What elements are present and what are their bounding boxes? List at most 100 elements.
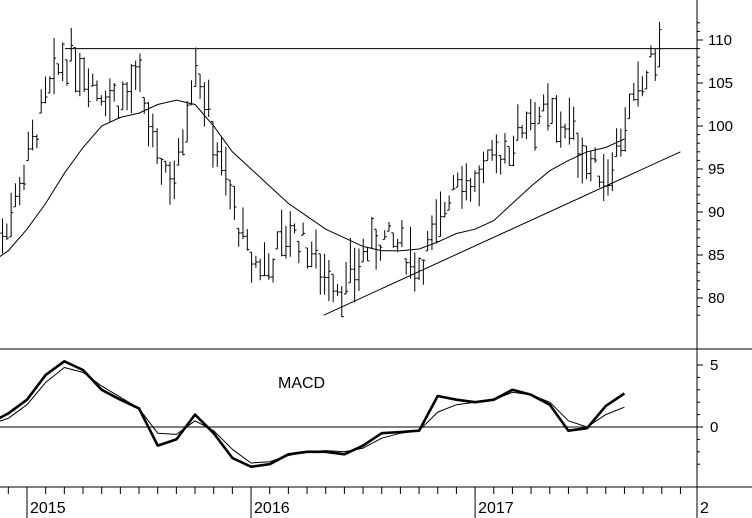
ohlc-bar (575, 132, 580, 178)
ohlc-bar (348, 237, 353, 284)
ohlc-bar (378, 244, 383, 261)
ohlc-bar (262, 242, 267, 277)
x-year-label: 2015 (30, 500, 66, 517)
ohlc-bar (451, 174, 456, 191)
ohlc-bar (120, 81, 125, 111)
price-y-tick-label: 80 (708, 290, 725, 307)
ohlc-bar (417, 257, 422, 281)
ohlc-bar (47, 76, 52, 94)
ohlc-bar (593, 147, 598, 163)
ohlc-bar (640, 76, 645, 97)
x-year-label: 2 (700, 500, 709, 517)
ohlc-bar (180, 129, 185, 156)
price-y-tick-label: 85 (708, 247, 725, 264)
x-year-label: 2016 (254, 500, 290, 517)
ohlc-bar (283, 225, 288, 259)
ohlc-bar (610, 152, 615, 192)
ohlc-bar (588, 150, 593, 182)
ohlc-bar (485, 149, 490, 161)
ohlc-bar (292, 223, 297, 234)
ohlc-bar (305, 247, 310, 269)
price-y-tick-label: 100 (708, 118, 733, 135)
ohlc-bar (168, 161, 173, 205)
ohlc-bar (391, 232, 396, 248)
ohlc-bar (185, 101, 190, 143)
ohlc-bar (103, 90, 108, 117)
ohlc-bar (232, 185, 237, 220)
ohlc-bar (515, 104, 520, 141)
ohlc-bar (335, 284, 340, 296)
ohlc-bar (460, 165, 465, 209)
moving-average-line (0, 99, 625, 258)
ohlc-bar (176, 138, 181, 166)
ohlc-bar (223, 146, 228, 196)
ohlc-bar (275, 231, 280, 250)
ohlc-bar (597, 175, 602, 188)
ohlc-bar (623, 107, 628, 152)
ohlc-bar (614, 128, 619, 158)
ohlc-bar (425, 230, 430, 252)
ohlc-bar (507, 146, 512, 166)
ohlc-bar (584, 145, 589, 180)
ohlc-bar (545, 83, 550, 131)
ohlc-bar (464, 163, 469, 201)
ohlc-bar (438, 191, 443, 237)
ohlc-bar (112, 83, 117, 102)
ohlc-bar (39, 89, 44, 114)
ohlc-bar (296, 240, 301, 264)
ohlc-bar (528, 98, 533, 131)
ohlc-bar (395, 238, 400, 253)
ohlc-bar (77, 52, 82, 97)
ohlc-bar (189, 80, 194, 106)
ohlc-bar (404, 258, 409, 275)
ohlc-bar (511, 135, 516, 167)
ohlc-bar (550, 97, 555, 125)
ohlc-bar (150, 113, 155, 148)
ohlc-bar (601, 153, 606, 202)
ohlc-bar (498, 154, 503, 175)
ohlc-bar (657, 21, 662, 68)
ohlc-bar (279, 209, 284, 257)
ohlc-bar (382, 230, 387, 240)
ohlc-bar (116, 105, 121, 119)
ohlc-bar (288, 211, 293, 257)
ohlc-bar (352, 247, 357, 303)
ohlc-bar (219, 137, 224, 176)
ohlc-bar (146, 101, 151, 147)
ohlc-bar (365, 246, 370, 262)
ohlc-bar (155, 128, 160, 164)
ohlc-bar (125, 82, 130, 111)
ohlc-bar (22, 164, 27, 191)
ohlc-bar (26, 131, 31, 161)
ohlc-bar (73, 47, 78, 93)
ohlc-bar (13, 183, 18, 208)
ohlc-bar (52, 37, 57, 95)
ohlc-bar (30, 119, 35, 151)
ohlc-bar (644, 70, 649, 90)
macd-y-tick-label: 5 (710, 357, 718, 374)
ohlc-bar (4, 223, 9, 241)
ohlc-bar (90, 73, 95, 87)
ohlc-bar (82, 57, 87, 93)
ohlc-bar (429, 215, 434, 251)
ohlc-bar (558, 111, 563, 148)
ohlc-bar (421, 259, 426, 285)
ohlc-bar (481, 151, 486, 184)
ohlc-bar (202, 82, 207, 127)
ohlc-bar (17, 176, 22, 206)
price-y-tick-label: 95 (708, 161, 725, 178)
ohlc-bar (215, 142, 220, 167)
ohlc-bar (455, 172, 460, 188)
ohlc-bar (258, 258, 263, 281)
ohlc-bar (468, 177, 473, 202)
ohlc-bar (412, 252, 417, 292)
ohlc-bar (524, 111, 529, 140)
ohlc-bar (344, 261, 349, 295)
ohlc-bar (253, 255, 258, 268)
ohlc-bar (43, 76, 48, 104)
ohlc-bar (95, 80, 100, 102)
ohlc-bar (99, 95, 104, 106)
ohlc-bar (606, 159, 611, 196)
